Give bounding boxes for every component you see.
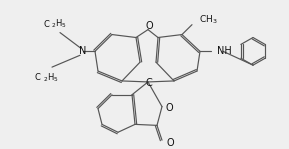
Text: C: C	[146, 78, 152, 88]
Text: O: O	[167, 138, 175, 148]
Text: O: O	[166, 103, 174, 113]
Text: C: C	[34, 73, 40, 83]
Text: $_2$H$_5$: $_2$H$_5$	[43, 72, 59, 84]
Text: N: N	[79, 46, 87, 56]
Text: NH: NH	[217, 46, 232, 56]
Text: C: C	[43, 20, 49, 29]
Text: CH$_3$: CH$_3$	[199, 14, 218, 26]
Text: $_2$H$_5$: $_2$H$_5$	[51, 17, 67, 30]
Text: O: O	[145, 21, 153, 31]
